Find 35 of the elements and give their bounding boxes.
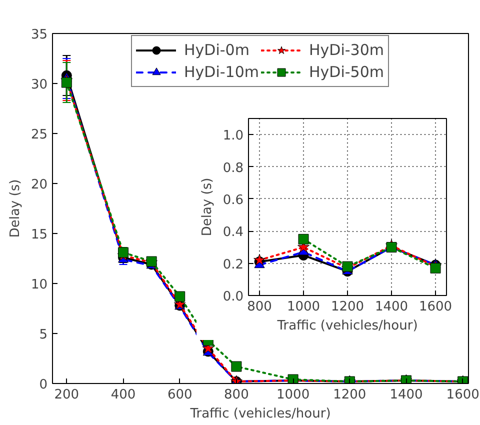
x-tick-label: 800 — [247, 300, 272, 314]
legend-label: HyDi-0m — [184, 41, 250, 59]
y-tick-label: 1.0 — [222, 128, 244, 144]
y-tick-label: 35 — [30, 28, 48, 42]
y-tick-label: 0.8 — [222, 160, 244, 176]
x-tick-label: 400 — [110, 388, 136, 402]
y-axis-title: Delay (s) — [8, 179, 23, 238]
x-tick-label: 1600 — [446, 388, 480, 402]
legend-label: HyDi-50m — [309, 63, 384, 81]
x-tick-label: 1000 — [286, 300, 320, 314]
y-tick-label: 5 — [39, 328, 48, 342]
x-tick-label: 200 — [54, 388, 80, 402]
y-tick-label: 0.0 — [222, 290, 244, 304]
x-tick-label: 1000 — [276, 388, 310, 402]
y-tick-label: 0 — [39, 378, 48, 392]
y-tick-label: 25 — [30, 128, 48, 142]
y-tick-label: 15 — [30, 228, 48, 242]
legend-label: HyDi-30m — [309, 41, 384, 59]
y-axis-title: Delay (s) — [200, 178, 215, 236]
x-axis-title: Traffic (vehicles/hour) — [189, 406, 331, 422]
y-tick-label: 30 — [30, 78, 48, 92]
y-tick-label: 20 — [30, 178, 48, 192]
x-tick-label: 1400 — [390, 388, 423, 402]
y-tick-label: 10 — [30, 278, 48, 292]
legend-label: HyDi-10m — [184, 63, 259, 81]
x-tick-label: 800 — [224, 388, 249, 402]
x-tick-label: 1600 — [418, 300, 452, 314]
x-axis-title: Traffic (vehicles/hour) — [276, 318, 418, 334]
y-tick-label: 0.2 — [222, 257, 244, 272]
y-tick-label: 0.4 — [222, 225, 244, 240]
x-tick-label: 1200 — [333, 388, 366, 402]
x-tick-label: 1200 — [330, 300, 364, 314]
x-tick-label: 600 — [167, 388, 192, 402]
x-tick-label: 1400 — [374, 300, 408, 314]
y-tick-label: 0.6 — [222, 192, 244, 208]
